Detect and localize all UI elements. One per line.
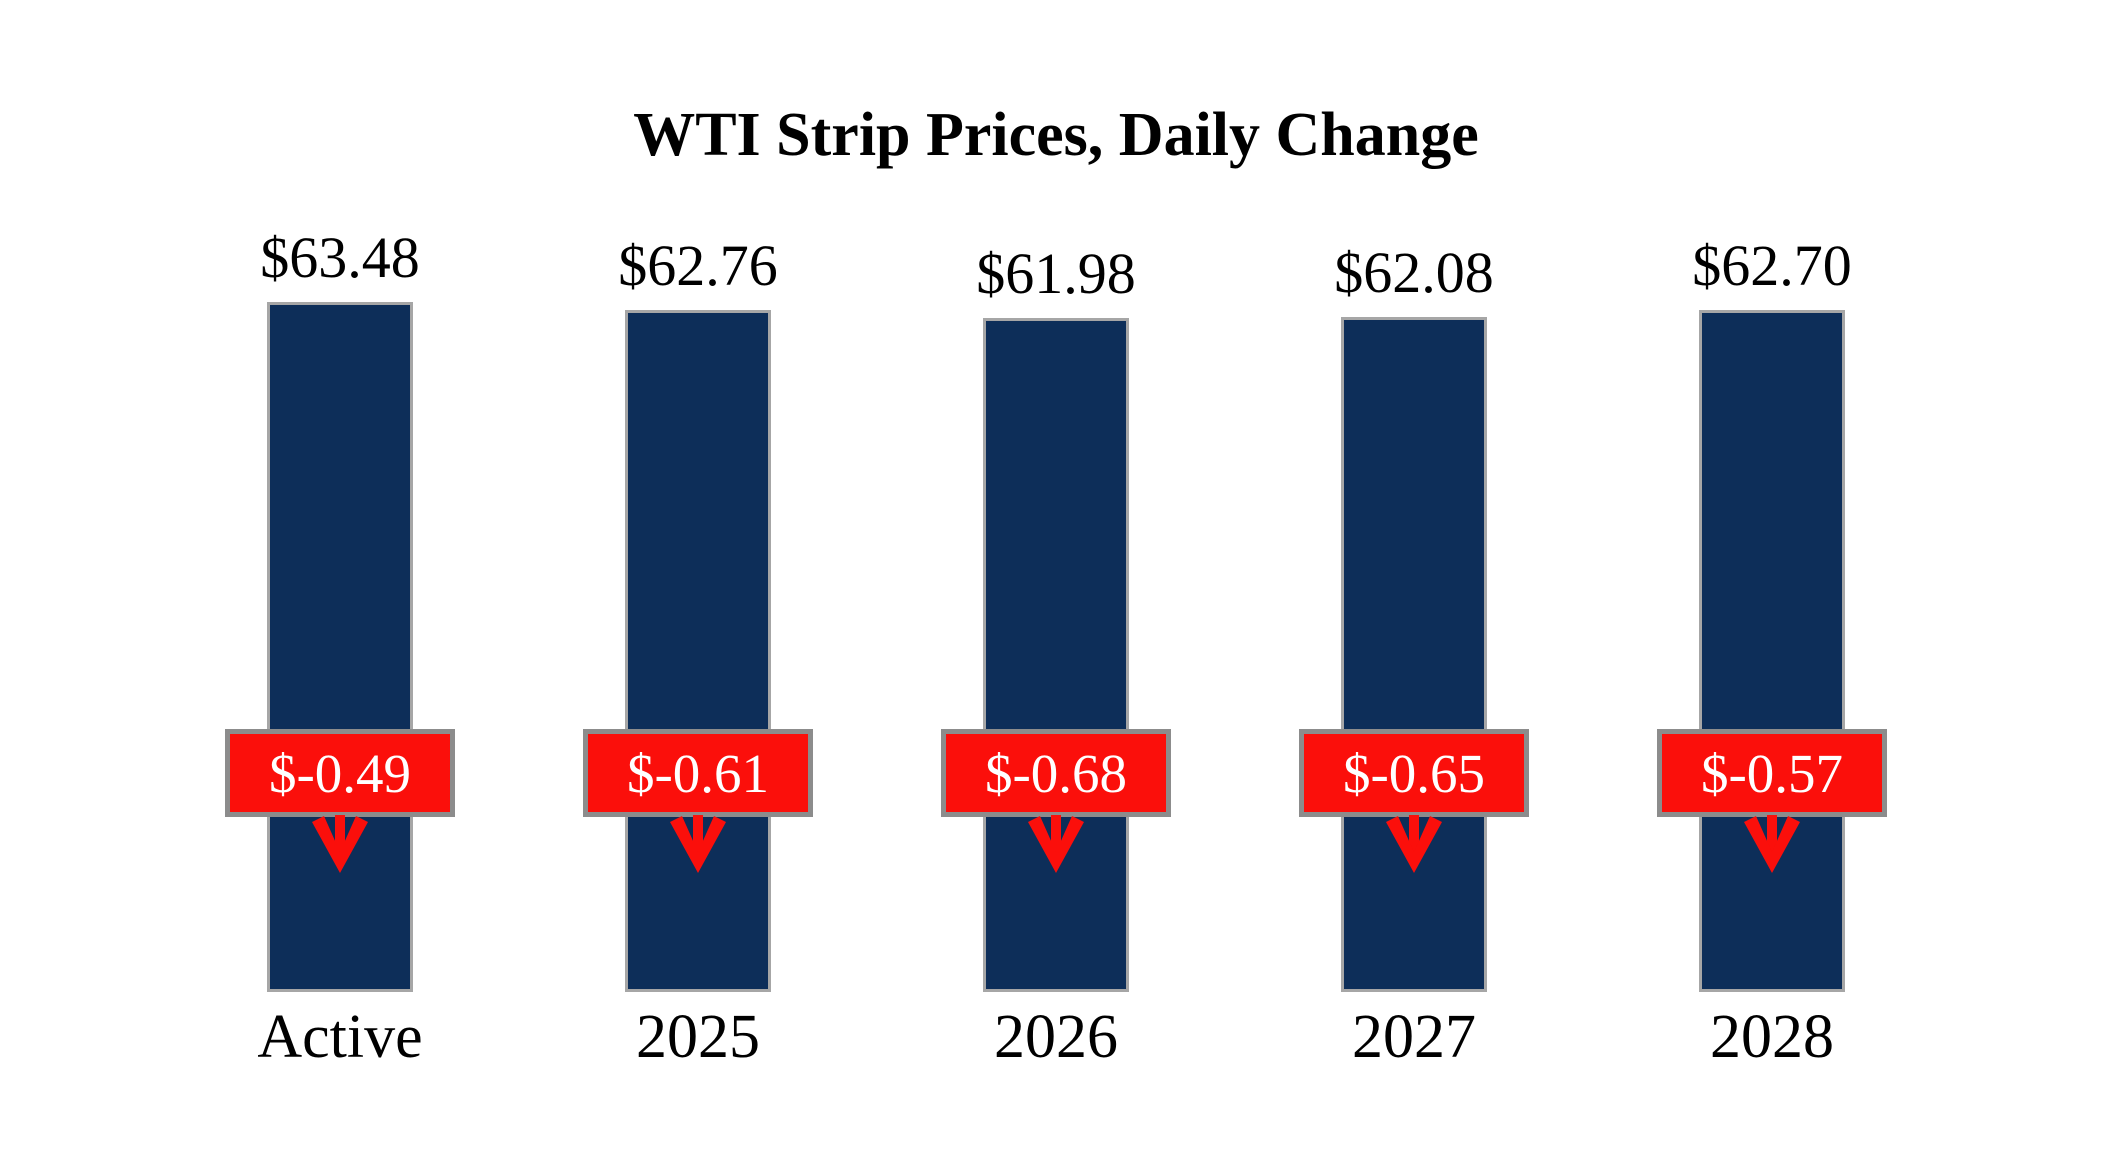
daily-change-value: $-0.49 <box>268 742 412 804</box>
price-label: $62.08 <box>1334 240 1494 306</box>
category-label: 2028 <box>1710 1003 1834 1071</box>
category-label: 2025 <box>636 1003 760 1071</box>
down-arrow-icon <box>312 815 368 873</box>
strip-price-bar <box>625 310 771 992</box>
bar-group-2025: $62.76 $-0.61 2025 <box>583 0 813 1152</box>
strip-price-bar <box>267 302 413 992</box>
down-arrow-icon <box>670 815 726 873</box>
price-label: $61.98 <box>976 241 1136 307</box>
daily-change-badge: $-0.61 <box>583 729 813 817</box>
price-label: $63.48 <box>260 225 420 291</box>
price-label: $62.70 <box>1692 233 1852 299</box>
daily-change-value: $-0.57 <box>1700 742 1844 804</box>
daily-change-badge: $-0.65 <box>1299 729 1529 817</box>
category-label: 2027 <box>1352 1003 1476 1071</box>
bar-group-active: $63.48 $-0.49 Active <box>225 0 455 1152</box>
strip-price-bar <box>983 318 1129 992</box>
bar-group-2027: $62.08 $-0.65 2027 <box>1299 0 1529 1152</box>
daily-change-value: $-0.65 <box>1342 742 1486 804</box>
bar-group-2028: $62.70 $-0.57 2028 <box>1657 0 1887 1152</box>
daily-change-badge: $-0.49 <box>225 729 455 817</box>
chart-title: WTI Strip Prices, Daily Change <box>633 101 1479 169</box>
daily-change-value: $-0.61 <box>626 742 770 804</box>
price-label: $62.76 <box>618 233 778 299</box>
bar-group-2026: $61.98 $-0.68 2026 <box>941 0 1171 1152</box>
strip-price-bar <box>1699 310 1845 992</box>
category-label: Active <box>257 1003 423 1071</box>
down-arrow-icon <box>1744 815 1800 873</box>
down-arrow-icon <box>1028 815 1084 873</box>
strip-price-bar <box>1341 317 1487 992</box>
daily-change-badge: $-0.57 <box>1657 729 1887 817</box>
daily-change-value: $-0.68 <box>984 742 1128 804</box>
down-arrow-icon <box>1386 815 1442 873</box>
category-label: 2026 <box>994 1003 1118 1071</box>
daily-change-badge: $-0.68 <box>941 729 1171 817</box>
